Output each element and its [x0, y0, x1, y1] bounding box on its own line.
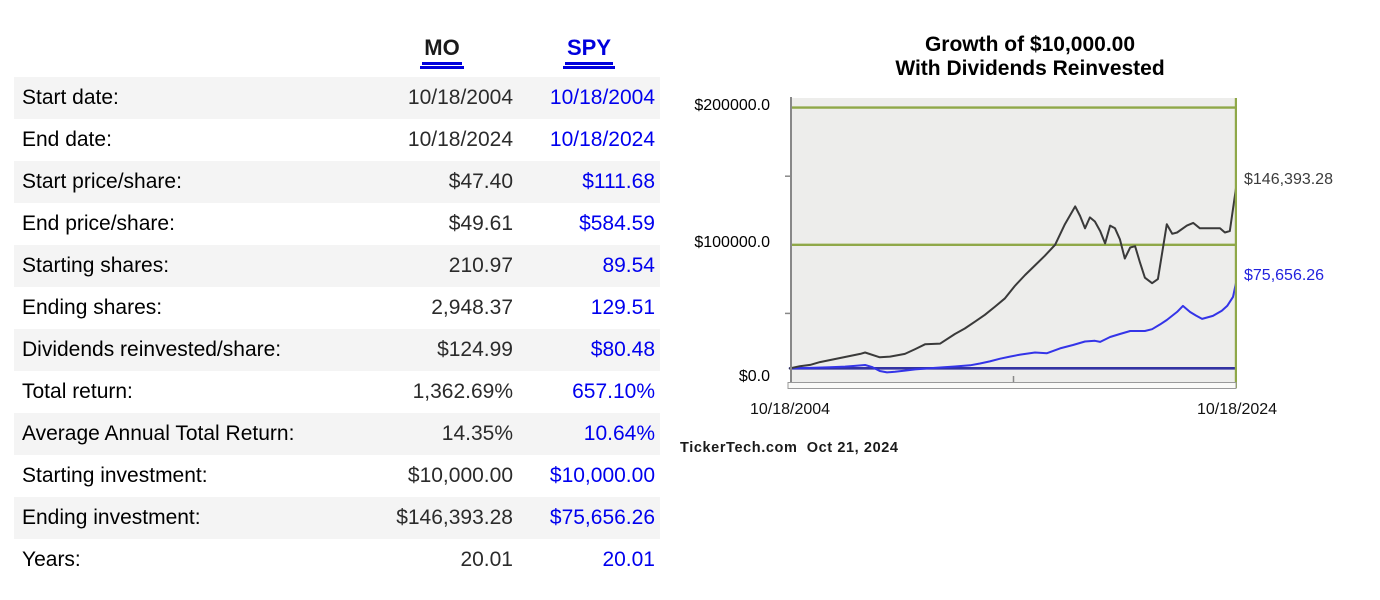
y-axis-tick-100000: $100000.0: [694, 234, 770, 251]
table-row: End price/share: $49.61 $584.59: [14, 203, 660, 245]
spy-value: 89.54: [602, 254, 655, 277]
row-label: Starting investment:: [22, 464, 208, 487]
row-label: Starting shares:: [22, 254, 170, 277]
spy-value: $584.59: [579, 212, 655, 235]
row-label: Total return:: [22, 380, 133, 403]
table-row: End date: 10/18/2024 10/18/2024: [14, 119, 660, 161]
comparison-table: MO SPY Start date: 10/18/2004 10/18/2004 En…: [14, 27, 660, 581]
plot-area: [785, 97, 1237, 389]
row-label: End price/share:: [22, 212, 175, 235]
x-axis-end-date: 10/18/2024: [1196, 401, 1278, 418]
y-axis-tick-0: $0.0: [738, 368, 770, 385]
mo-ending-value-label: $146,393.28: [1244, 171, 1333, 188]
tickertech-attribution: TickerTech.com Oct 21, 2024: [680, 440, 899, 456]
row-label: End date:: [22, 128, 112, 151]
mo-value: 20.01: [460, 548, 513, 571]
mo-value: $49.61: [448, 212, 513, 235]
spy-value: 10/18/2024: [549, 128, 655, 151]
row-label: Dividends reinvested/share:: [22, 338, 282, 361]
chart-title-line2: With Dividends Reinvested: [895, 57, 1165, 80]
table-row: Start price/share: $47.40 $111.68: [14, 161, 660, 203]
spy-value: 129.51: [590, 296, 655, 319]
mo-value: 10/18/2004: [407, 86, 513, 109]
table-row: Years: 20.01 20.01: [14, 539, 660, 581]
table-row: Start date: 10/18/2004 10/18/2004: [14, 77, 660, 119]
mo-value: $124.99: [437, 338, 513, 361]
chart-title: Growth of $10,000.00 With Dividends Rein…: [680, 33, 1380, 81]
table-row: Ending investment: $146,393.28 $75,656.26: [14, 497, 660, 539]
table-row: Total return: 1,362.69% 657.10%: [14, 371, 660, 413]
plot-background: [790, 98, 1237, 382]
y-axis-tick-200000: $200000.0: [694, 97, 770, 114]
mo-value: 1,362.69%: [412, 380, 513, 403]
x-axis-start-date: 10/18/2004: [749, 401, 831, 418]
table-body: Start date: 10/18/2004 10/18/2004 End date:…: [14, 77, 660, 581]
table-row: Starting investment: $10,000.00 $10,000.00: [14, 455, 660, 497]
table-header-row: MO SPY: [14, 27, 660, 77]
spy-value: $75,656.26: [549, 506, 655, 529]
mo-value: 210.97: [448, 254, 513, 277]
spy-value: 10.64%: [583, 422, 655, 445]
mo-value: 2,948.37: [431, 296, 513, 319]
spy-value: $10,000.00: [549, 464, 655, 487]
spy-value: $111.68: [582, 170, 655, 193]
mo-value: $47.40: [448, 170, 513, 193]
chart-title-line1: Growth of $10,000.00: [924, 33, 1136, 56]
column-header-mo[interactable]: MO: [366, 35, 518, 69]
mo-value: $146,393.28: [396, 506, 513, 529]
growth-chart: Growth of $10,000.00 With Dividends Rein…: [680, 20, 1380, 580]
spy-value: $80.48: [590, 338, 655, 361]
series-line-spy: [789, 277, 1237, 374]
mo-value: 10/18/2024: [407, 128, 513, 151]
row-label: Average Annual Total Return:: [22, 422, 295, 445]
row-label: Start price/share:: [22, 170, 182, 193]
row-label: Years:: [22, 548, 81, 571]
spy-value: 657.10%: [572, 380, 655, 403]
spy-ticker-link[interactable]: SPY: [564, 35, 614, 65]
table-row: Starting shares: 210.97 89.54: [14, 245, 660, 287]
table-row: Ending shares: 2,948.37 129.51: [14, 287, 660, 329]
table-row: Dividends reinvested/share: $124.99 $80.48: [14, 329, 660, 371]
mo-value: $10,000.00: [407, 464, 513, 487]
column-header-spy[interactable]: SPY: [518, 35, 660, 69]
row-label: Ending shares:: [22, 296, 163, 319]
mo-ticker-link[interactable]: MO: [422, 35, 462, 65]
x-axis-bar: [787, 382, 1237, 389]
spy-value: 20.01: [602, 548, 655, 571]
spy-value: 10/18/2004: [549, 86, 655, 109]
row-label: Ending investment:: [22, 506, 201, 529]
row-label: Start date:: [22, 86, 119, 109]
series-line-mo: [789, 180, 1237, 370]
mo-value: 14.35%: [441, 422, 513, 445]
spy-ending-value-label: $75,656.26: [1244, 267, 1325, 284]
table-row: Average Annual Total Return: 14.35% 10.64%: [14, 413, 660, 455]
